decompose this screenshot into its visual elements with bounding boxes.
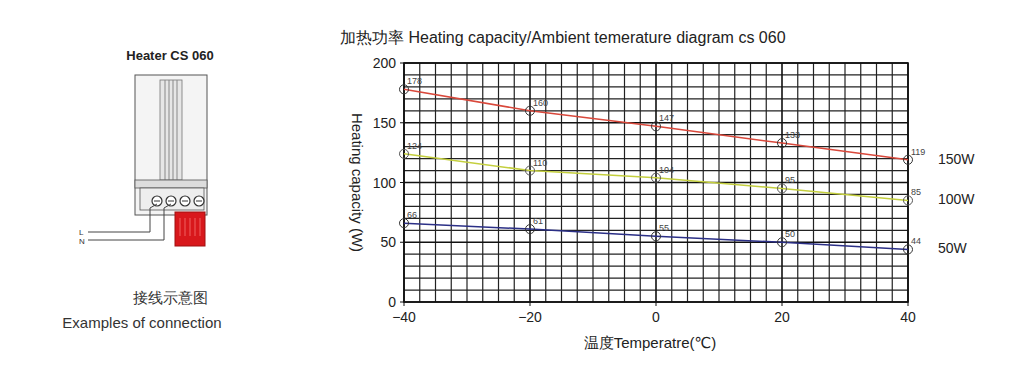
connector-rib	[190, 218, 191, 236]
x-tick	[656, 302, 657, 306]
series-line	[404, 223, 908, 249]
heater-fin	[160, 80, 182, 180]
chart-title: 加热功率 Heating capacity/Ambient temerature…	[340, 29, 786, 46]
data-label: 178	[407, 76, 422, 86]
fin-line	[165, 80, 166, 180]
y-tick	[400, 182, 404, 183]
wire-label: L	[79, 228, 84, 237]
screw-slot	[154, 201, 160, 202]
grid	[404, 63, 908, 302]
series-label: 100W	[938, 191, 975, 207]
wire-label: N	[79, 237, 85, 246]
series-label: 150W	[938, 151, 975, 167]
fin-line	[177, 80, 178, 180]
caption: Examples of connection	[62, 314, 221, 331]
screw-slot	[196, 201, 202, 202]
y-tick-label: 0	[388, 294, 396, 310]
y-tick-label: 200	[373, 55, 397, 71]
data-label: 85	[911, 187, 921, 197]
terminal-screw	[194, 196, 204, 206]
screw-slot	[168, 201, 174, 202]
series-line	[404, 154, 908, 201]
data-label: 95	[785, 175, 795, 185]
screw-slot	[182, 201, 188, 202]
data-label: 147	[659, 113, 674, 123]
y-tick	[400, 242, 404, 243]
grid-line	[404, 241, 908, 243]
y-tick-label: 50	[380, 234, 396, 250]
connector-rib	[200, 218, 201, 236]
caption: 接线示意图	[133, 289, 208, 306]
fin-line	[169, 80, 170, 180]
labels-group: 178 160 147 133 119 124 110 104 95 85 66 61 55 50 44	[407, 76, 925, 246]
series-group	[400, 85, 913, 254]
connector-rib	[180, 218, 181, 236]
data-label: 55	[659, 223, 669, 233]
wire-l	[88, 204, 157, 232]
terminal-block	[140, 188, 204, 210]
plot-frame	[404, 63, 908, 302]
y-tick-label: 100	[373, 175, 397, 191]
data-label: 50	[785, 229, 795, 239]
x-tick	[404, 302, 405, 306]
x-tick-label: 40	[900, 309, 916, 325]
series-label: 50W	[938, 240, 968, 256]
data-label: 160	[533, 98, 548, 108]
x-axis-label: 温度Temperatre(℃)	[584, 334, 717, 351]
y-tick	[400, 63, 404, 64]
terminal-screw	[180, 196, 190, 206]
heater-illustration: Heater CS 060 LN 接线示意图 Examples of connecti…	[62, 48, 221, 331]
x-tick-label: −20	[518, 309, 542, 325]
connector-rib	[185, 218, 186, 236]
data-label: 104	[659, 165, 674, 175]
x-tick-label: 0	[652, 309, 660, 325]
data-label: 133	[785, 130, 800, 140]
y-tick-label: 150	[373, 115, 397, 131]
data-label: 110	[533, 158, 547, 168]
connector-rib	[195, 218, 196, 236]
terminal-rail	[135, 180, 207, 188]
data-label: 66	[407, 210, 417, 220]
x-tick	[530, 302, 531, 306]
y-tick	[400, 302, 404, 303]
fin-line	[173, 80, 174, 180]
series-line	[404, 89, 908, 160]
red-connector	[175, 212, 205, 246]
y-tick	[400, 122, 404, 123]
data-label: 119	[911, 147, 925, 157]
x-tick	[908, 302, 909, 306]
y-axis-label: Heating capacity (W)	[349, 113, 366, 252]
canvas: Heater CS 060 LN 接线示意图 Examples of connecti…	[0, 0, 1024, 378]
wire-n	[88, 204, 171, 240]
data-label: 44	[911, 236, 921, 246]
x-tick-label: 20	[774, 309, 790, 325]
x-tick	[782, 302, 783, 306]
heater-title: Heater CS 060	[126, 48, 213, 63]
x-tick-label: −40	[392, 309, 416, 325]
heater-body	[135, 75, 207, 215]
data-label: 124	[407, 141, 422, 151]
data-label: 61	[533, 216, 543, 226]
